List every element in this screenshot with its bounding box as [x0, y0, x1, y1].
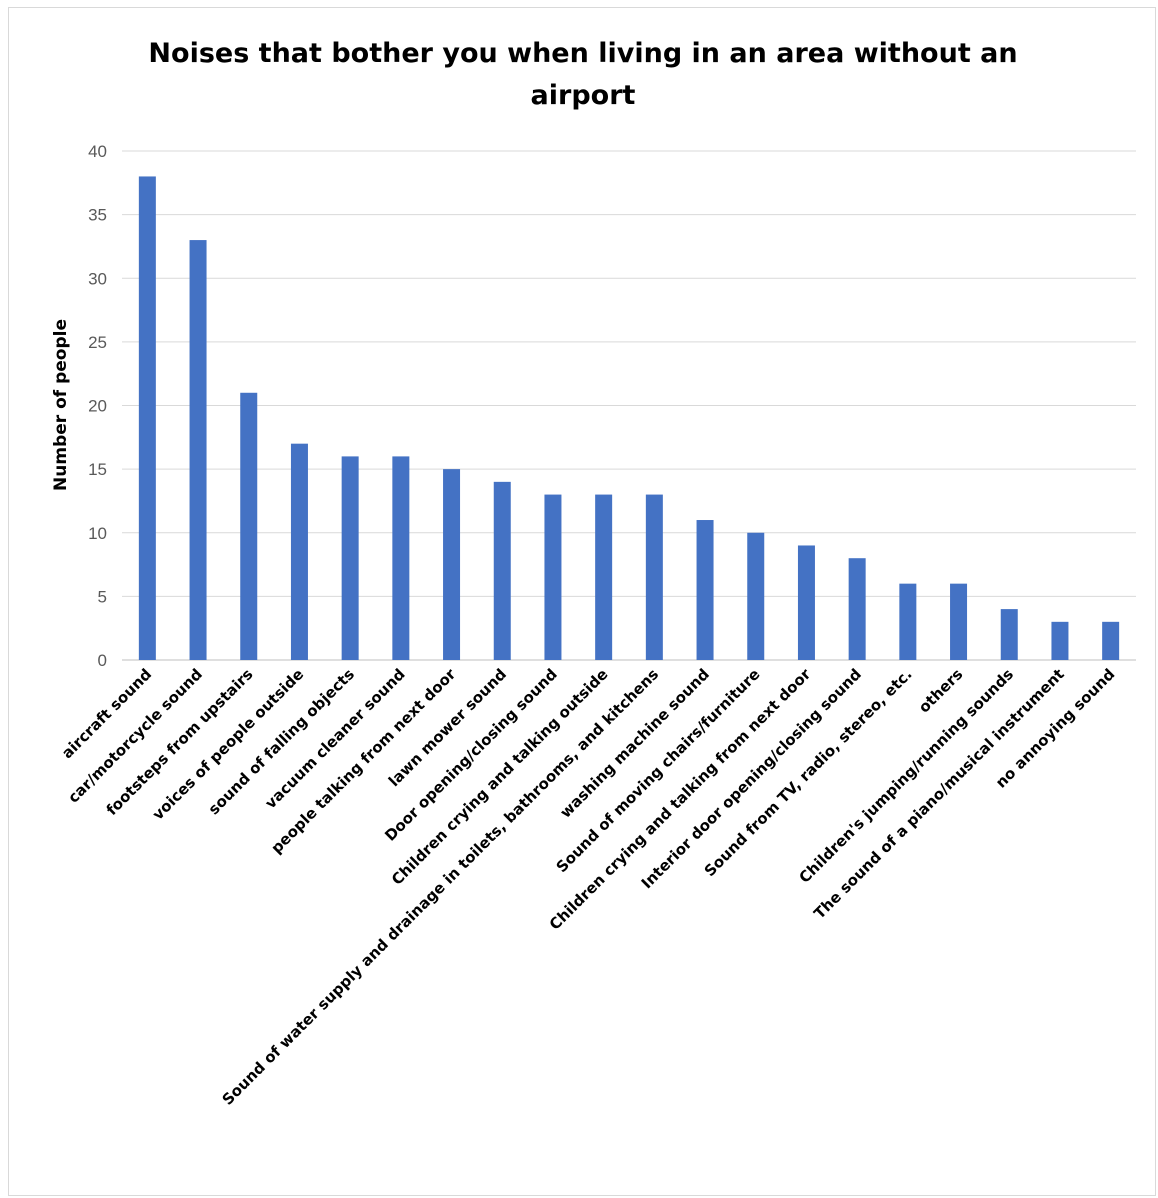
bar: [696, 520, 714, 660]
bar: [493, 481, 511, 660]
bar: [595, 494, 613, 660]
y-tick-label: 30: [88, 269, 107, 288]
bar: [1000, 609, 1018, 660]
bar: [138, 176, 156, 660]
y-tick-label: 35: [88, 206, 107, 225]
bar: [240, 392, 258, 660]
chart-title-line-2: airport: [530, 80, 636, 111]
y-axis-ticks: 0 5 10 15 20 25 30 35 40: [88, 142, 107, 670]
bar: [797, 545, 815, 660]
x-category-label: people talking from next door: [267, 665, 459, 857]
bar: [1102, 621, 1120, 660]
y-tick-label: 15: [88, 460, 107, 479]
gridlines: [122, 150, 1136, 661]
y-tick-label: 25: [88, 333, 107, 352]
y-tick-label: 40: [88, 142, 107, 161]
bar: [645, 494, 663, 660]
bar: [189, 240, 207, 660]
bar: [899, 583, 917, 660]
bar: [341, 456, 359, 660]
bar: [544, 494, 562, 660]
bar: [392, 456, 410, 660]
bar: [290, 443, 308, 660]
y-axis-title: Number of people: [51, 319, 71, 491]
bar: [443, 469, 461, 660]
bar: [747, 532, 765, 660]
bars: [138, 176, 1120, 660]
chart-title-line-1: Noises that bother you when living in an…: [148, 38, 1018, 69]
y-tick-label: 20: [88, 397, 107, 416]
x-category-label: aircraft sound: [58, 665, 155, 762]
bar: [848, 558, 866, 660]
y-tick-label: 5: [98, 587, 107, 606]
y-tick-label: 0: [98, 651, 107, 670]
bar: [950, 583, 968, 660]
y-tick-label: 10: [88, 524, 107, 543]
x-category-label: others: [915, 665, 966, 716]
bar: [1051, 621, 1069, 660]
